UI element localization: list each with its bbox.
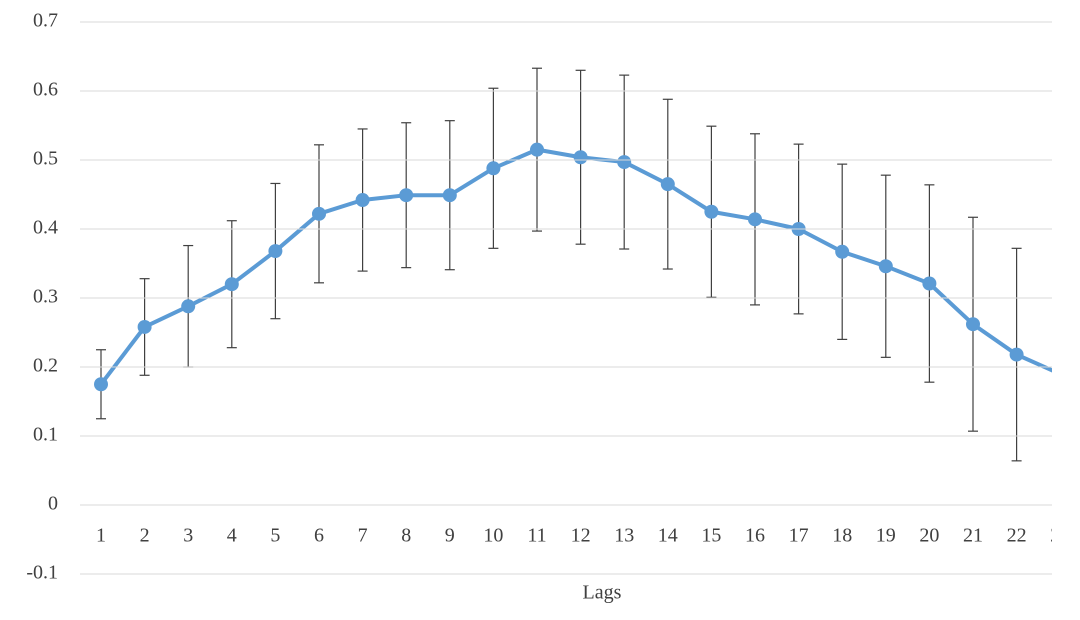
data-point [835,244,850,259]
x-tick-label: 2 [140,525,150,547]
x-tick-label: 18 [832,525,852,547]
x-tick-label: 3 [183,525,193,547]
x-tick-label: 21 [963,525,983,547]
y-tick-label: 0.4 [33,217,58,239]
y-tick-label: 0.7 [33,10,58,32]
y-tick-label: 0.1 [33,424,58,446]
data-point [617,155,632,170]
x-tick-label: 9 [445,525,455,547]
x-axis-title: Lags [583,582,622,604]
plot-area: 1 2 3 4 5 6 7 8 9 10 11 12 13 14 15 16 17 18 19 20 21 22 23 [94,67,1070,547]
x-tick-label: 20 [919,525,939,547]
x-tick-label: 10 [483,525,503,547]
data-point [1053,367,1067,381]
x-tick-label: 8 [401,525,411,547]
data-point [181,299,196,314]
data-point [878,259,893,274]
x-tick-label: 14 [658,525,678,547]
y-tick-label: 0.2 [33,355,58,377]
x-tick-label: 1 [96,525,106,547]
data-point [573,150,588,165]
data-point [268,244,283,259]
data-point [312,206,326,221]
y-tick-label: 0 [48,493,58,515]
data-point [704,204,719,219]
y-tick-label: -0.1 [26,562,58,584]
x-tick-label: 12 [571,525,591,547]
x-tick-label: 17 [789,525,809,547]
y-tick-label: 0.6 [33,79,58,101]
data-point [94,377,108,392]
data-point [922,276,937,291]
data-point [442,188,457,203]
data-point [137,319,152,334]
x-tick-label: 6 [314,525,324,547]
x-tick-label: 11 [527,525,546,547]
x-tick-label: 5 [270,525,280,547]
data-point [748,212,762,227]
data-point [486,161,501,176]
data-point [355,193,370,208]
data-point [399,188,414,203]
x-tick-label: 22 [1007,525,1027,547]
x-tick-label: 13 [614,525,634,547]
y-tick-label: 0.5 [33,148,58,170]
data-point [660,177,675,192]
data-point [966,317,980,332]
x-tick-label: 16 [745,525,765,547]
x-tick-label: 19 [876,525,896,547]
data-point [1009,347,1024,362]
x-tick-label: 7 [358,525,368,547]
x-tick-label: 4 [227,525,237,547]
data-point [224,277,239,292]
data-point [530,142,544,157]
x-tick-label: 15 [701,525,721,547]
y-tick-label: 0.3 [33,286,58,308]
x-tick-label: 23 [1050,525,1070,547]
